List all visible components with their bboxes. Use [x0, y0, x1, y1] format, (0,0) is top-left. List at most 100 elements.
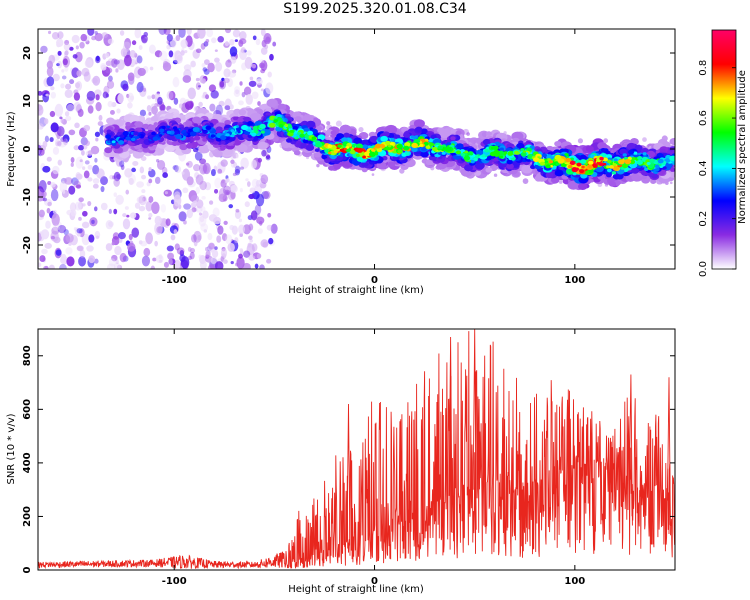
noise-blob	[151, 105, 158, 115]
noise-blob	[50, 91, 56, 99]
noise-blob	[205, 247, 209, 252]
ridge-blob	[202, 137, 208, 142]
noise-blob	[113, 262, 121, 269]
ridge-blob	[328, 165, 335, 171]
ridge-blob	[404, 142, 411, 147]
noise-blob	[65, 83, 72, 90]
ridge-blob	[622, 153, 627, 157]
noise-blob	[75, 51, 83, 63]
noise-blob	[94, 32, 103, 42]
noise-blob	[122, 213, 127, 218]
ridge-blob	[425, 145, 431, 150]
noise-blob	[125, 189, 130, 195]
noise-blob	[52, 146, 60, 155]
noise-blob	[214, 177, 222, 189]
noise-blob	[65, 115, 72, 122]
noise-blob	[51, 226, 60, 235]
ridge-blob	[546, 154, 553, 160]
noise-blob	[178, 103, 183, 109]
ridge-blob	[116, 131, 122, 136]
ridge-blob	[139, 140, 145, 145]
noise-blob	[131, 227, 140, 238]
noise-blob	[56, 63, 60, 67]
noise-blob	[39, 255, 46, 263]
noise-blob	[255, 179, 261, 187]
ridge-blob	[600, 147, 607, 153]
noise-blob	[76, 228, 83, 234]
ridge-blob	[230, 133, 235, 138]
noise-blob	[76, 173, 83, 180]
noise-blob	[122, 41, 131, 50]
noise-blob	[241, 91, 246, 98]
ridge-blob	[554, 169, 564, 177]
ridge-blob	[415, 126, 423, 133]
noise-blob	[235, 208, 240, 213]
noise-blob	[245, 94, 253, 105]
noise-blob	[208, 264, 216, 269]
ridge-blob	[345, 162, 353, 168]
noise-blob	[107, 100, 113, 108]
noise-blob	[148, 111, 152, 116]
ridge-blob	[642, 152, 647, 156]
noise-blob	[244, 201, 250, 208]
noise-blob	[131, 167, 136, 173]
noise-blob	[182, 75, 192, 83]
noise-blob	[72, 54, 78, 59]
noise-blob	[168, 50, 174, 58]
noise-blob	[138, 195, 147, 206]
noise-blob	[189, 247, 196, 254]
noise-blob	[238, 224, 245, 235]
noise-blob	[187, 246, 192, 252]
noise-blob	[60, 136, 67, 143]
noise-blob	[239, 166, 245, 170]
noise-blob	[243, 250, 251, 258]
ridge-blob	[184, 120, 193, 127]
noise-blob	[257, 101, 261, 106]
noise-blob	[246, 50, 252, 56]
ridge-blob	[286, 138, 293, 143]
noise-blob	[69, 202, 77, 212]
noise-blob	[54, 103, 64, 117]
ridge-blob	[567, 164, 573, 169]
noise-blob	[261, 149, 267, 157]
noise-blob	[82, 166, 86, 170]
noise-blob	[44, 242, 52, 249]
noise-blob	[68, 185, 76, 195]
noise-blob	[77, 245, 83, 251]
ridge-blob	[421, 147, 427, 152]
noise-blob	[83, 71, 91, 82]
ridge-blob	[450, 136, 456, 141]
noise-blob	[82, 144, 88, 150]
noise-blob	[38, 262, 42, 268]
noise-blob	[87, 164, 93, 170]
noise-blob	[154, 240, 158, 247]
noise-blob	[65, 247, 73, 255]
noise-blob	[71, 177, 79, 186]
ridge-blob	[592, 164, 597, 168]
noise-blob	[105, 60, 112, 66]
ridge-blob	[460, 153, 466, 157]
noise-blob	[84, 59, 93, 68]
noise-blob	[95, 137, 99, 142]
noise-blob	[217, 225, 224, 235]
noise-blob	[230, 261, 234, 265]
noise-blob	[257, 228, 263, 234]
noise-blob	[220, 159, 228, 167]
noise-blob	[50, 182, 56, 188]
ridge-blob	[308, 140, 313, 144]
noise-blob	[224, 29, 232, 34]
noise-blob	[173, 229, 178, 234]
noise-blob	[79, 41, 85, 49]
ridge-blob	[387, 144, 392, 148]
noise-blob	[231, 69, 237, 74]
noise-blob	[207, 62, 215, 73]
ridge-blob	[430, 134, 437, 140]
noise-blob	[156, 226, 163, 234]
noise-blob	[236, 256, 245, 269]
noise-blob	[174, 165, 182, 174]
noise-blob	[146, 104, 152, 112]
noise-blob	[249, 187, 256, 194]
ridge-blob	[576, 162, 582, 167]
noise-blob	[178, 29, 186, 38]
ridge-blob	[608, 181, 617, 187]
